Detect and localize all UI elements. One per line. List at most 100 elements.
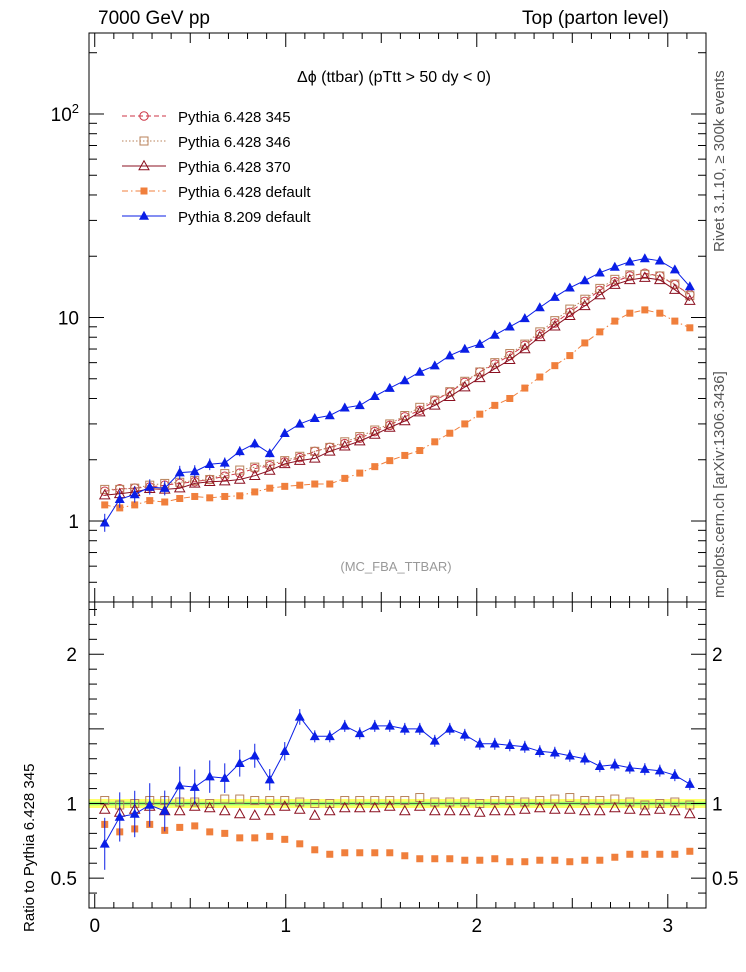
- data-point: [430, 395, 440, 405]
- data-point: [641, 306, 649, 314]
- ratio-point: [263, 804, 276, 816]
- data-point: [414, 366, 425, 376]
- ratio-point: [384, 720, 395, 730]
- x-tick-label: 0: [89, 916, 100, 937]
- legend-marker: [138, 159, 150, 171]
- ratio-point: [686, 847, 694, 855]
- ratio-point: [550, 794, 560, 804]
- data-point: [233, 473, 246, 484]
- ratio-point: [129, 808, 140, 818]
- data-point: [623, 273, 636, 285]
- ratio-point: [311, 846, 319, 854]
- data-point: [654, 255, 665, 265]
- data-point: [473, 371, 486, 383]
- header-left: 7000 GeV pp: [98, 8, 210, 29]
- ratio-point: [338, 801, 351, 813]
- ratio-point: [503, 804, 516, 816]
- data-point: [684, 281, 695, 291]
- data-point: [400, 410, 410, 420]
- ratio-point: [533, 801, 546, 813]
- data-point: [579, 275, 590, 285]
- ratio-point: [580, 796, 590, 806]
- ratio-point: [310, 799, 320, 809]
- ratio-point: [443, 804, 456, 816]
- data-point: [416, 447, 424, 455]
- series-3: [101, 306, 694, 512]
- data-point: [218, 474, 231, 486]
- data-point: [461, 420, 469, 428]
- ratio-point: [401, 852, 409, 860]
- data-point: [489, 329, 500, 339]
- data-point: [503, 353, 516, 365]
- ratio-point: [251, 834, 259, 842]
- data-point: [266, 484, 274, 492]
- data-point: [459, 343, 470, 353]
- y-tick-label: 1: [68, 512, 79, 533]
- ratio-point: [656, 850, 664, 858]
- ratio-point: [414, 723, 425, 733]
- ratio-point: [159, 805, 170, 815]
- ratio-point: [386, 849, 394, 857]
- x-tick-label: 2: [471, 916, 482, 937]
- ratio-point: [219, 772, 230, 782]
- data-point: [534, 302, 545, 312]
- ratio-y-tick-label-right: 1: [712, 795, 723, 816]
- data-point: [371, 463, 379, 471]
- data-point: [458, 380, 471, 392]
- legend-marker: [140, 187, 148, 195]
- ratio-point: [536, 856, 544, 864]
- data-point: [564, 282, 575, 292]
- data-point: [578, 299, 591, 311]
- data-point: [670, 279, 680, 289]
- data-point: [188, 477, 201, 488]
- ratio-point: [293, 803, 306, 814]
- ratio-point: [446, 855, 454, 863]
- data-point: [98, 488, 111, 500]
- data-point: [191, 492, 199, 500]
- ratio-point: [653, 803, 666, 814]
- ratio-point: [625, 797, 635, 807]
- ratio-point: [176, 823, 184, 831]
- data-point: [309, 412, 320, 422]
- data-point: [204, 459, 215, 469]
- data-point: [460, 376, 470, 386]
- ratio-point: [98, 803, 111, 814]
- data-point: [296, 481, 304, 489]
- ratio-point: [428, 804, 441, 816]
- ratio-panel-frame: [88, 601, 707, 909]
- data-point: [609, 261, 620, 271]
- ratio-point: [684, 778, 695, 788]
- y-tick-label: 10: [58, 309, 79, 330]
- data-point: [278, 457, 291, 469]
- data-point: [653, 273, 666, 285]
- ratio-point: [356, 849, 364, 857]
- ratio-point: [506, 858, 514, 866]
- legend-marker: [139, 210, 149, 220]
- data-point: [594, 267, 605, 277]
- data-point: [369, 391, 380, 401]
- ratio-point: [144, 799, 155, 809]
- data-point: [595, 283, 605, 293]
- ratio-point: [640, 800, 650, 810]
- data-point: [476, 410, 484, 418]
- ratio-point: [191, 822, 199, 830]
- ratio-point: [476, 856, 484, 864]
- data-point: [356, 469, 364, 477]
- legend-entry: Pythia 6.428 default: [122, 184, 311, 201]
- data-point: [101, 501, 109, 509]
- ratio-point: [548, 803, 561, 814]
- data-point: [668, 283, 681, 294]
- data-point: [549, 291, 560, 301]
- data-point: [339, 402, 350, 412]
- data-point: [475, 367, 485, 377]
- ratio-point: [578, 804, 591, 816]
- ratio-point: [235, 794, 245, 804]
- x-tick-label: 3: [663, 916, 674, 937]
- ratio-point: [399, 723, 410, 733]
- ratio-point: [594, 760, 605, 770]
- ratio-point: [444, 723, 455, 733]
- ratio-point: [280, 796, 290, 806]
- data-point: [354, 400, 365, 410]
- data-point: [384, 382, 395, 392]
